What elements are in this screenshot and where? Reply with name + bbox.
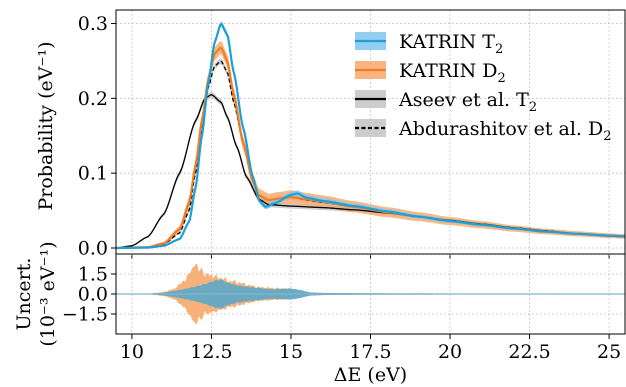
legend-label: Abdurashitov et al. D2 [398, 118, 612, 144]
bottom-y-axis-label-line2: (10⁻³ eV⁻¹) [37, 241, 59, 346]
bottom-xtick-label: 25 [597, 341, 621, 363]
bottom-ytick-label: −1.5 [62, 304, 108, 326]
legend-label: Aseev et al. T2 [398, 89, 537, 115]
legend-entry-3: Abdurashitov et al. D2 [355, 118, 612, 144]
bottom-xtick-label: 12.5 [190, 341, 232, 363]
uncertainty-panel: 1.50.0−1.5 10 12.5 15 17.5 20 22.5 25 Uncert. … [13, 241, 626, 386]
top-ytick-label: 0.3 [78, 13, 108, 35]
bottom-xtick-label: 15 [279, 341, 303, 363]
bottom-y-axis-label-line1: Uncert. [13, 258, 35, 331]
top-ytick-label: 0.1 [78, 163, 108, 185]
top-ytick-label: 0.0 [78, 238, 108, 260]
bottom-xtick-label: 17.5 [349, 341, 391, 363]
x-axis-label: ΔE (eV) [334, 364, 407, 386]
legend-entry-1: KATRIN D2 [355, 60, 506, 86]
bottom-ytick-label: 0.0 [78, 284, 108, 306]
bottom-x-ticks: 10 12.5 15 17.5 20 22.5 25 [120, 334, 621, 363]
top-y-axis-label: Probability (eV⁻¹) [35, 41, 57, 210]
bottom-ytick-label: 1.5 [78, 264, 108, 286]
legend-entry-2: Aseev et al. T2 [355, 89, 537, 115]
top-series-lines [115, 22, 626, 250]
bottom-y-ticks: 1.50.0−1.5 [62, 264, 116, 326]
top-ytick-label: 0.2 [78, 88, 108, 110]
bottom-xtick-label: 22.5 [508, 341, 550, 363]
top-grid [116, 10, 625, 254]
series-line-0 [115, 22, 626, 250]
legend-label: KATRIN T2 [399, 31, 503, 57]
bottom-xtick-label: 20 [438, 341, 462, 363]
top-y-ticks: 0.0 0.1 0.2 0.3 [78, 13, 116, 260]
legend: KATRIN T2 KATRIN D2 Aseev et al. T2 Abduras… [355, 31, 612, 144]
legend-label: KATRIN D2 [399, 60, 506, 86]
legend-entry-0: KATRIN T2 [355, 31, 503, 57]
bottom-xtick-label: 10 [120, 341, 144, 363]
